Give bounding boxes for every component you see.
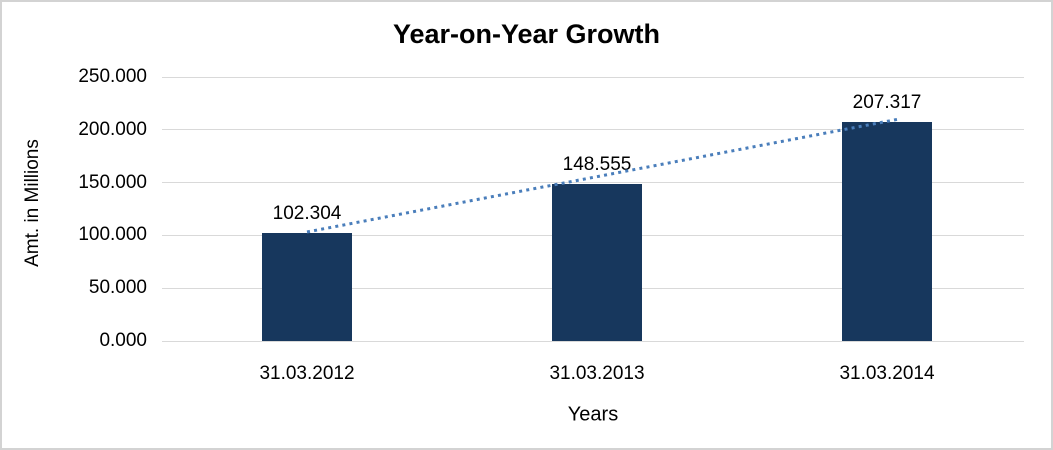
x-axis-tick-label: 31.03.2012 xyxy=(259,363,355,384)
bar-value-label: 207.317 xyxy=(852,92,922,114)
y-axis-title: Amt. in Millions xyxy=(22,139,43,267)
y-axis-tick-label: 200.000 xyxy=(78,118,147,140)
y-axis-tick-label: 50.000 xyxy=(88,277,147,299)
x-axis-tick-label: 31.03.2013 xyxy=(549,363,645,384)
y-axis-tick-label: 100.000 xyxy=(78,224,147,246)
gridline xyxy=(162,340,1024,342)
x-axis-tick-label: 31.03.2014 xyxy=(839,363,935,384)
y-axis-tick-label: 250.000 xyxy=(78,66,147,87)
chart-title: Year-on-Year Growth xyxy=(392,19,661,49)
bar xyxy=(262,232,352,341)
bar xyxy=(552,184,642,341)
bar-value-label: 102.304 xyxy=(272,202,342,224)
gridline xyxy=(162,76,1024,78)
y-axis-tick-label: 0.000 xyxy=(99,330,147,351)
bar-value-label: 148.555 xyxy=(562,154,632,176)
y-axis-tick-label: 150.000 xyxy=(78,171,147,193)
x-axis-title: Years xyxy=(567,403,619,426)
bar xyxy=(842,122,932,341)
